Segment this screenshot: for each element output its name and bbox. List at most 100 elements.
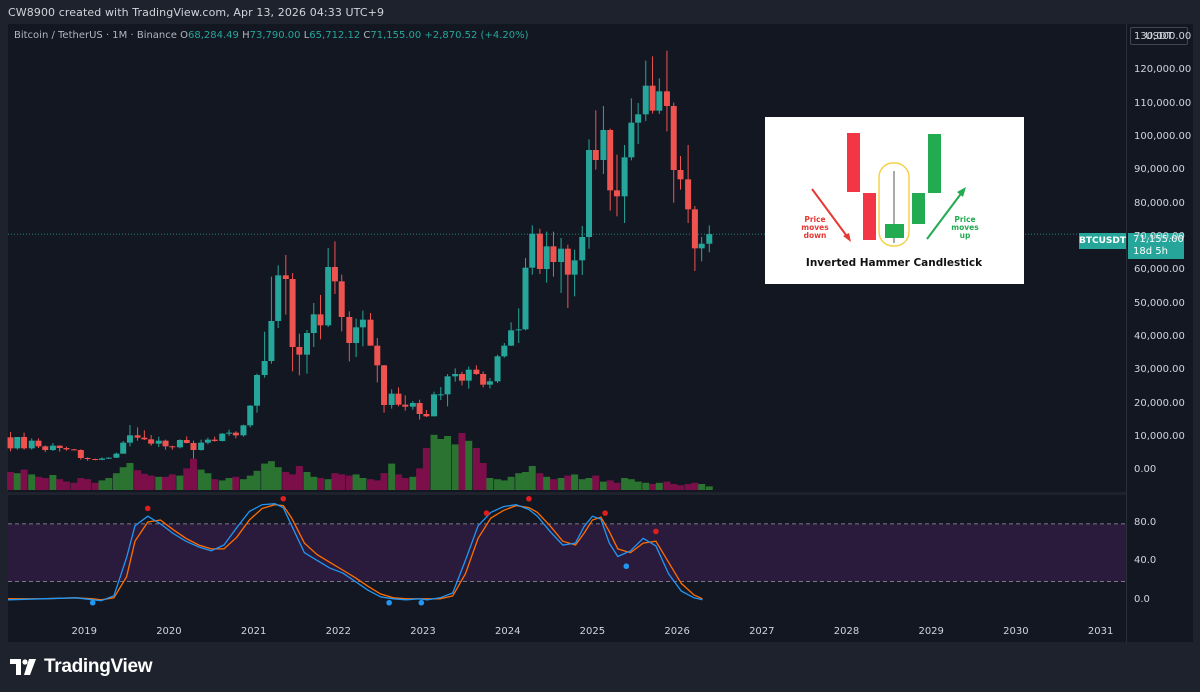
volume-bar <box>543 476 551 490</box>
time-axis-label: 2031 <box>1087 626 1114 637</box>
volume-bar <box>557 478 565 490</box>
time-axis-label: 2027 <box>749 626 775 637</box>
candle-body <box>515 329 522 331</box>
volume-bar <box>437 439 445 490</box>
inset-right-label-3: up <box>960 231 971 240</box>
candle-body <box>183 440 190 443</box>
osc-band-fill <box>8 523 1126 582</box>
volume-bar <box>189 458 197 490</box>
osc-cross-up-marker <box>89 599 96 606</box>
candle-body <box>431 394 438 417</box>
time-axis[interactable] <box>8 620 1126 642</box>
volume-bar <box>494 479 502 490</box>
candle-body <box>586 150 593 237</box>
price-axis-label: 10,000.00 <box>1134 431 1185 442</box>
symbol-label: Bitcoin / TetherUS · 1M · Binance <box>14 30 177 41</box>
candle-body <box>113 453 120 458</box>
volume-bar <box>676 485 684 490</box>
volume-bar <box>13 473 21 490</box>
candle-body <box>691 209 698 249</box>
volume-bar <box>112 473 120 490</box>
inset-highlight-oval <box>878 162 910 247</box>
candle-body <box>49 445 56 450</box>
volume-bar <box>409 476 417 490</box>
inset-down-arrow <box>811 188 850 240</box>
osc-cross-up-marker <box>418 599 425 606</box>
inset-left-label-2: moves <box>801 223 829 232</box>
volume-bar <box>162 476 170 490</box>
volume-bar <box>479 463 487 490</box>
volume-bar <box>621 478 629 490</box>
osc-cross-down-marker <box>280 495 287 502</box>
candle-body <box>14 437 21 449</box>
inset-left-label-1: Price <box>804 215 825 224</box>
volume-bar <box>331 473 339 490</box>
volume-bar <box>500 480 508 490</box>
tradingview-logo[interactable]: TradingView <box>10 656 153 678</box>
price-axis[interactable] <box>1126 24 1193 642</box>
candle-body <box>579 237 586 261</box>
volume-bar <box>451 444 459 490</box>
candle-body <box>374 345 381 366</box>
inset-bull-candle-1 <box>912 193 925 224</box>
volume-bar <box>7 472 15 490</box>
candle-body <box>63 448 70 450</box>
candle-body <box>77 450 84 458</box>
osc-cross-up-marker <box>623 563 630 570</box>
currency-button[interactable]: USDT <box>1130 27 1188 45</box>
volume-bar <box>176 475 184 490</box>
close-value: 71,155.00 <box>370 30 422 41</box>
time-axis-label: 2029 <box>918 626 944 637</box>
candle-body <box>169 446 176 448</box>
candle-body <box>402 404 409 407</box>
osc-cross-down-marker <box>526 495 532 502</box>
candle-body <box>592 150 599 160</box>
volume-bar <box>515 473 523 490</box>
price-axis-label: 20,000.00 <box>1134 397 1185 409</box>
candle-body <box>325 267 332 326</box>
volume-bar <box>84 479 92 490</box>
candle-body <box>105 457 112 459</box>
volume-bar <box>655 482 663 490</box>
candle-body <box>444 376 451 395</box>
candle-body <box>317 314 324 326</box>
candle-body <box>677 170 684 180</box>
price-axis-label: 0.00 <box>1134 464 1157 476</box>
volume-bar <box>20 469 28 490</box>
candle-body <box>7 437 14 449</box>
candle-body <box>522 267 529 330</box>
volume-bar <box>295 466 303 490</box>
candle-body <box>28 440 35 449</box>
candle-body <box>338 281 345 317</box>
volume-bar <box>289 474 297 490</box>
volume-bar <box>41 478 49 490</box>
volume-bar <box>649 484 657 490</box>
high-label: H <box>242 30 250 41</box>
volume-bar <box>507 476 515 490</box>
candle-body <box>543 246 550 269</box>
candle-body <box>486 381 493 385</box>
inset-right-label-2: moves <box>951 223 979 232</box>
candle-body <box>437 394 444 396</box>
volume-bar <box>486 478 494 490</box>
volume-bar <box>28 474 36 490</box>
volume-bar <box>246 475 254 490</box>
candle-body <box>331 267 338 282</box>
candle-body <box>268 321 275 361</box>
volume-bar <box>91 482 99 490</box>
candle-body <box>359 319 366 328</box>
volume-bar <box>317 478 325 490</box>
candle-body <box>99 458 106 460</box>
candle-body <box>367 319 374 346</box>
candle-body <box>92 459 99 460</box>
price-axis-label: 30,000.00 <box>1134 364 1185 376</box>
osc-axis-label: 80.0 <box>1134 516 1157 528</box>
candle-body <box>550 246 557 262</box>
candle-body <box>134 435 141 438</box>
volume-bar <box>204 473 212 490</box>
volume-bar <box>670 484 678 490</box>
high-value: 73,790.00 <box>249 30 301 41</box>
ohlc-legend[interactable]: Bitcoin / TetherUS · 1M · Binance O68,28… <box>14 30 529 41</box>
